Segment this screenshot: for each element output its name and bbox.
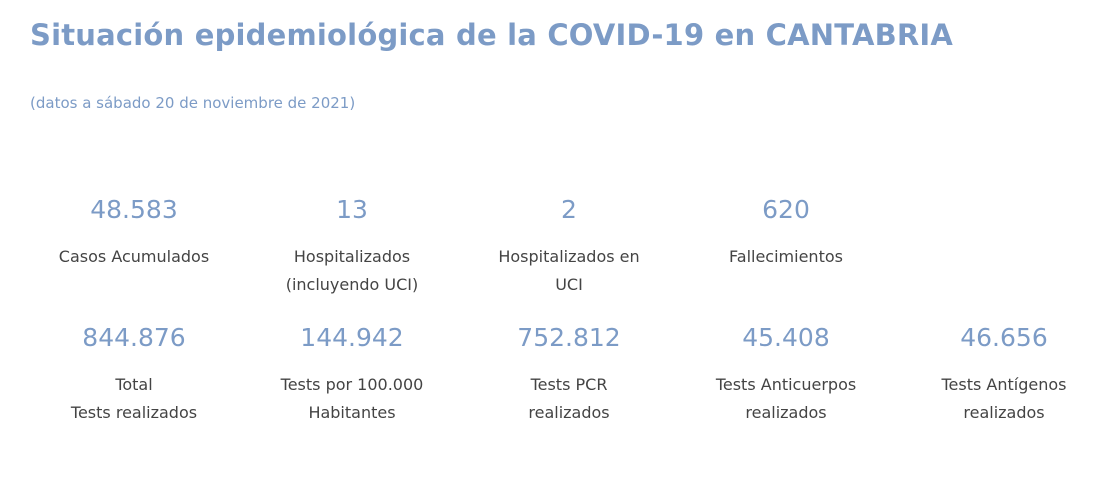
stat-total-tests: 844.876 Total Tests realizados	[29, 323, 239, 427]
stat-hospitalizados-uci: 2 Hospitalizados en UCI	[464, 195, 674, 299]
stat-value: 48.583	[90, 195, 178, 224]
data-date-subtitle: (datos a sábado 20 de noviembre de 2021)	[30, 94, 356, 112]
stat-tests-por-100000: 144.942 Tests por 100.000 Habitantes	[247, 323, 457, 427]
stat-label: Hospitalizados en UCI	[498, 247, 640, 294]
stat-label: Tests Anticuerpos realizados	[715, 375, 857, 422]
stat-label: Casos Acumulados	[58, 247, 210, 266]
stat-tests-anticuerpos: 45.408 Tests Anticuerpos realizados	[681, 323, 891, 427]
stat-value: 620	[762, 195, 810, 224]
stat-value: 844.876	[82, 323, 186, 352]
stat-value: 45.408	[742, 323, 830, 352]
stat-hospitalizados: 13 Hospitalizados (incluyendo UCI)	[247, 195, 457, 299]
stat-value: 13	[336, 195, 368, 224]
stat-tests-antigenos: 46.656 Tests Antígenos realizados	[899, 323, 1106, 427]
page-title: Situación epidemiológica de la COVID-19 …	[30, 18, 954, 52]
stat-fallecimientos: 620 Fallecimientos	[681, 195, 891, 271]
stat-casos-acumulados: 48.583 Casos Acumulados	[29, 195, 239, 271]
stat-label: Tests PCR realizados	[528, 375, 610, 422]
stat-label: Tests Antígenos realizados	[941, 375, 1067, 422]
stat-label: Hospitalizados (incluyendo UCI)	[285, 247, 419, 294]
stat-label: Total Tests realizados	[70, 375, 198, 422]
stat-tests-pcr: 752.812 Tests PCR realizados	[464, 323, 674, 427]
stat-value: 46.656	[960, 323, 1048, 352]
stat-value: 752.812	[517, 323, 621, 352]
stat-value: 2	[561, 195, 577, 224]
stat-label: Fallecimientos	[729, 247, 843, 266]
stat-label: Tests por 100.000 Habitantes	[280, 375, 424, 422]
stat-value: 144.942	[300, 323, 404, 352]
